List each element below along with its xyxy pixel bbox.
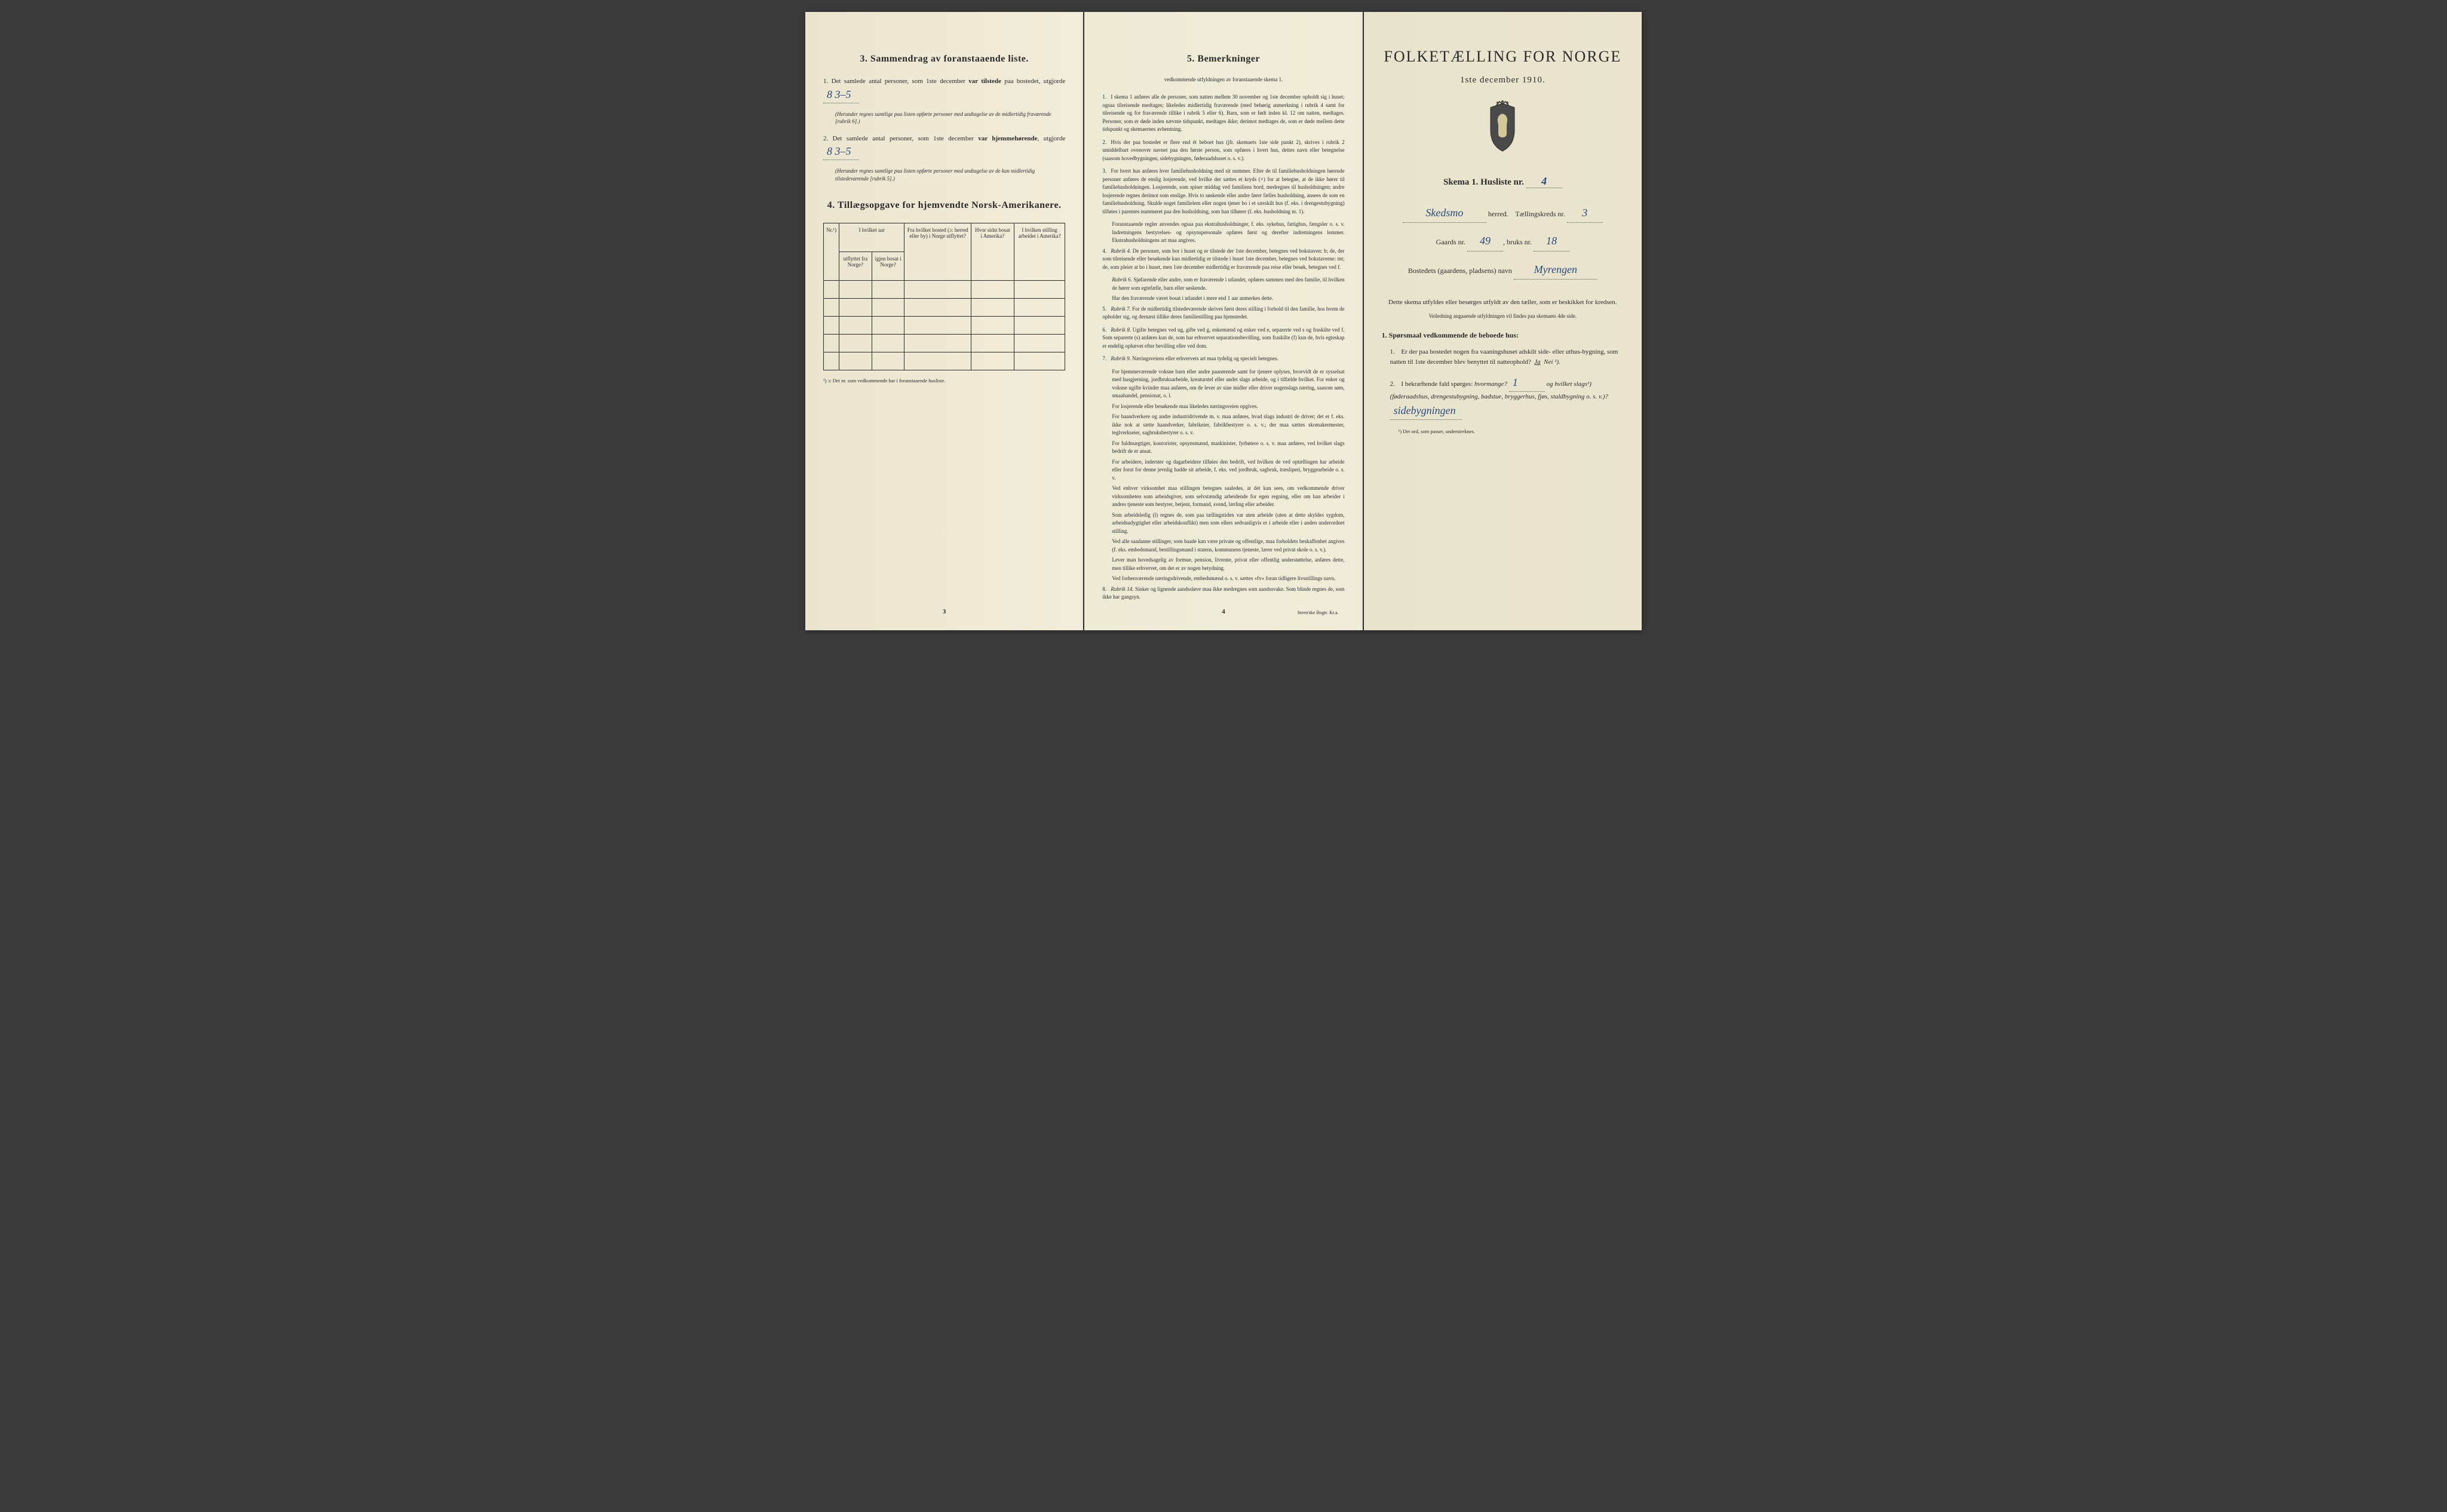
document-title: FOLKETÆLLING FOR NORGE	[1382, 48, 1624, 66]
page-cover: FOLKETÆLLING FOR NORGE 1ste december 191…	[1364, 12, 1642, 630]
census-document: 3. Sammendrag av foranstaaende liste. 1.…	[805, 12, 1642, 630]
remark-item: For losjerende eller besøkende maa likel…	[1112, 403, 1344, 411]
remark-item: 1.I skema 1 anføres alle de personer, so…	[1102, 93, 1344, 134]
husliste-nr: 4	[1526, 175, 1562, 188]
section4-title: 4. Tillægsopgave for hjemvendte Norsk-Am…	[823, 200, 1065, 211]
question-heading: 1. Spørsmaal vedkommende de beboede hus:	[1382, 331, 1624, 340]
skema-label: Skema 1. Husliste nr.	[1443, 177, 1524, 187]
remark-item: Har den fraværende været bosat i utlande…	[1112, 295, 1344, 303]
item1-bold: var tilstede	[968, 78, 1001, 85]
gaards-label: Gaards nr.	[1436, 238, 1465, 246]
bruks-label: bruks nr.	[1507, 238, 1532, 246]
item2-value: 8 3–5	[823, 143, 859, 160]
q2-answer: sidebygningen	[1390, 402, 1462, 420]
coat-of-arms-icon	[1382, 100, 1624, 157]
section5-subtitle: vedkommende utfyldningen av foranstaaend…	[1102, 76, 1344, 82]
kreds-value: 3	[1567, 203, 1603, 223]
q2-num: 2.	[1390, 379, 1400, 390]
item2-suffix: , utgjorde	[1038, 135, 1066, 142]
remark-item: Rubrik 6. Sjøfarende eller andre, som er…	[1112, 276, 1344, 292]
page-number: 4	[1222, 608, 1225, 615]
filler-instruction: Dette skema utfyldes eller besørges utfy…	[1382, 298, 1624, 308]
section3-title: 3. Sammendrag av foranstaaende liste.	[823, 54, 1065, 65]
th-returned: igjen bosat i Norge?	[872, 252, 904, 281]
q1-nei: Nei ¹).	[1544, 358, 1560, 366]
census-date: 1ste december 1910.	[1382, 75, 1624, 85]
herred-value: Skedsmo	[1403, 203, 1486, 223]
kreds-label: Tællingskreds nr.	[1515, 210, 1565, 218]
remark-item: Foranstaaende regler anvendes ogsaa paa …	[1112, 220, 1344, 245]
item1-prefix: 1. Det samlede antal personer, som 1ste …	[823, 78, 968, 85]
remark-item: Ved alle saadanne stillinger, som baade …	[1112, 538, 1344, 554]
th-nr: Nr.¹)	[824, 223, 839, 281]
th-position: I hvilken stilling arbeidet i Amerika?	[1014, 223, 1065, 281]
q2-count: 1	[1509, 374, 1545, 392]
herred-line: Skedsmo herred. Tællingskreds nr. 3	[1382, 203, 1624, 223]
bruks-value: 18	[1534, 231, 1569, 251]
bosted-label: Bostedets (gaardens, pladsens) navn	[1408, 266, 1512, 275]
remark-item: 2.Hvis der paa bostedet er flere end ét …	[1102, 139, 1344, 163]
guidance-note: Veiledning angaaende utfyldningen vil fi…	[1382, 313, 1624, 319]
q1-num: 1.	[1390, 347, 1400, 358]
bosted-value: Myrengen	[1514, 260, 1597, 280]
page-3: 3. Sammendrag av foranstaaende liste. 1.…	[805, 12, 1083, 630]
bosted-line: Bostedets (gaardens, pladsens) navn Myre…	[1382, 260, 1624, 280]
gaards-value: 49	[1467, 231, 1503, 251]
table-row	[824, 281, 1065, 299]
table-row	[824, 352, 1065, 370]
remarks-list: 1.I skema 1 anføres alle de personer, so…	[1102, 93, 1344, 602]
printer-mark: Steen'ske Bogtr. Kr.a.	[1297, 610, 1338, 615]
remark-item: For fuldmægtiger, kontorister, opsynsmæn…	[1112, 440, 1344, 456]
remark-item: 5.Rubrik 7. For de midlertidig tilstedev…	[1102, 305, 1344, 321]
remark-item: Som arbeidsledig (l) regnes de, som paa …	[1112, 511, 1344, 536]
remark-item: Ved forhenværende næringsdrivende, embed…	[1112, 575, 1344, 583]
page-number: 3	[943, 608, 946, 615]
item1-suffix: paa bostedet, utgjorde	[1001, 78, 1065, 85]
table-row	[824, 317, 1065, 335]
th-year: I hvilket aar	[839, 223, 904, 252]
remark-item: 4.Rubrik 4. De personer, som bor i huset…	[1102, 247, 1344, 272]
question-2: 2. I bekræftende fald spørges: hvormange…	[1390, 374, 1624, 420]
item2: 2. Det samlede antal personer, som 1ste …	[823, 134, 1065, 161]
remark-item: For arbeidere, inderster og dagarbeidere…	[1112, 458, 1344, 483]
remark-item: 8.Rubrik 14. Sinker og lignende aandsslø…	[1102, 585, 1344, 602]
gaards-line: Gaards nr. 49, bruks nr. 18	[1382, 231, 1624, 251]
remark-item: 7.Rubrik 9. Næringsveiens eller erhverve…	[1102, 355, 1344, 363]
q2-text-b: hvormange?	[1474, 381, 1507, 388]
table-row	[824, 299, 1065, 317]
herred-label: herred.	[1488, 210, 1508, 218]
section5-title: 5. Bemerkninger	[1102, 54, 1344, 65]
q1-text: Er der paa bostedet nogen fra vaaningshu…	[1390, 348, 1618, 366]
remark-item: Ved enhver virksomhet maa stillingen bet…	[1112, 484, 1344, 509]
item1-value: 8 3–5	[823, 87, 859, 103]
question-1: 1. Er der paa bostedet nogen fra vaaning…	[1390, 347, 1624, 368]
th-last: Hvor sidst bosat i Amerika?	[971, 223, 1014, 281]
remark-item: 6.Rubrik 8. Ugifte betegnes ved ug, gift…	[1102, 326, 1344, 351]
remark-item: For haandverkere og andre industridriven…	[1112, 413, 1344, 437]
item2-note: (Herunder regnes samtlige paa listen opf…	[835, 167, 1065, 182]
item2-bold: var hjemmehørende	[978, 135, 1037, 142]
skema-line: Skema 1. Husliste nr. 4	[1382, 175, 1624, 188]
remark-item: For hjemmeværende voksne barn eller andr…	[1112, 368, 1344, 400]
remark-item: 3.For hvert hus anføres hver familiehush…	[1102, 167, 1344, 216]
remark-item: Lever man hovedsagelig av formue, pensio…	[1112, 556, 1344, 572]
item1-note: (Herunder regnes samtlige paa listen opf…	[835, 111, 1065, 125]
underline-note: ¹) Det ord, som passer, understreknes.	[1399, 428, 1624, 434]
page-4: 5. Bemerkninger vedkommende utfyldningen…	[1084, 12, 1362, 630]
item2-prefix: 2. Det samlede antal personer, som 1ste …	[823, 135, 978, 142]
q1-ja: Ja	[1534, 358, 1540, 366]
th-emigrated: utflyttet fra Norge?	[839, 252, 872, 281]
item1: 1. Det samlede antal personer, som 1ste …	[823, 76, 1065, 103]
table-footnote: ¹) ɔ: Det nr. som vedkommende har i fora…	[823, 378, 1065, 384]
table-row	[824, 335, 1065, 352]
th-from: Fra hvilket bosted (ɔ: herred eller by) …	[904, 223, 971, 281]
emigrant-table: Nr.¹) I hvilket aar Fra hvilket bosted (…	[823, 223, 1065, 370]
q2-text-a: I bekræftende fald spørges:	[1401, 381, 1474, 388]
